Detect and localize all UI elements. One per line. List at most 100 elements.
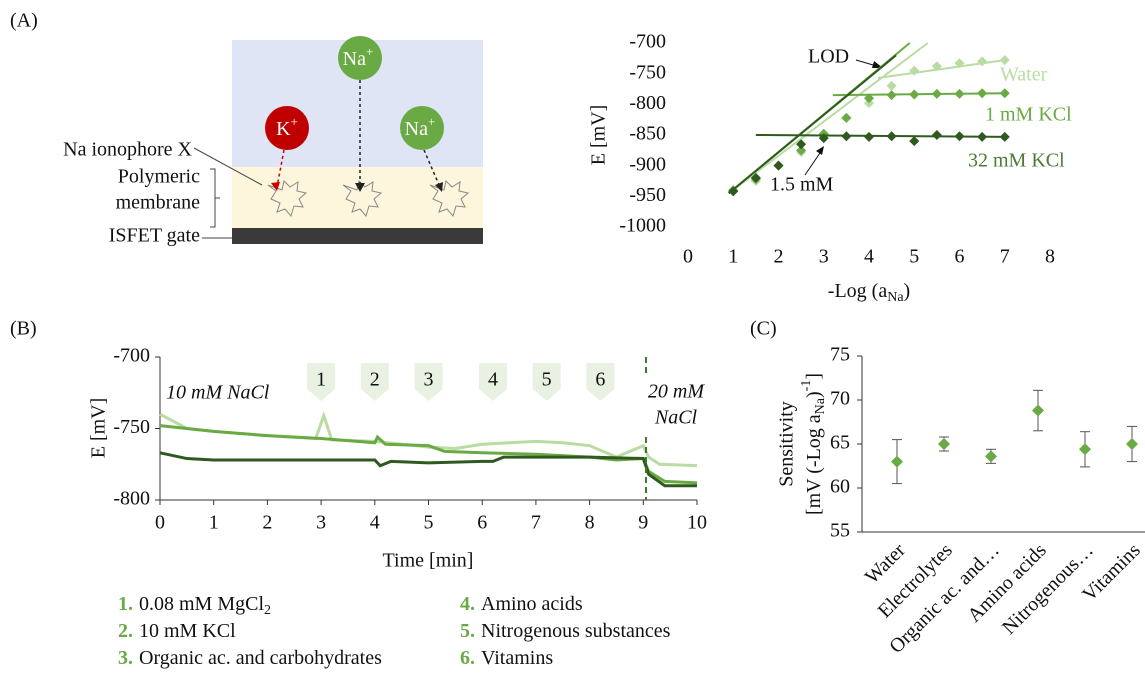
y-tick-label: -950	[629, 184, 666, 206]
y-title-sup: -1	[799, 380, 814, 392]
trend-line	[728, 42, 929, 195]
x-tick-label: 0	[155, 512, 165, 534]
y-tick-label: 55	[830, 520, 850, 542]
x-tick-label: 3	[316, 512, 326, 534]
annotation: 1.5 mM	[770, 174, 834, 196]
legend-item: 1. 0.08 mM MgCl2	[118, 593, 271, 619]
legend-number: 1.	[118, 593, 133, 615]
data-point	[977, 88, 988, 99]
x-tick-label: 5	[424, 512, 434, 534]
data-point	[909, 136, 920, 147]
legend-item: 2. 10 mM KCl	[118, 620, 236, 642]
x-tick-label: 1	[209, 512, 219, 534]
ion-charge: +	[366, 44, 373, 59]
legend-item: 4. Amino acids	[460, 593, 583, 615]
condition-label: 10 mM NaCl	[166, 382, 270, 404]
diagram-label: Polymeric	[118, 166, 200, 188]
x-tick-label: 3	[819, 246, 829, 268]
x-title-sub: Na	[887, 290, 904, 305]
leader	[193, 147, 263, 186]
x-tick-label: 8	[585, 512, 595, 534]
ion-charge: +	[291, 114, 298, 129]
x-tick-label: 4	[370, 512, 380, 534]
event-marker	[414, 363, 443, 401]
panel-label: (A)	[10, 10, 38, 32]
x-tick-label: 2	[262, 512, 272, 534]
data-point	[841, 112, 852, 123]
x-tick-label: 8	[1045, 246, 1055, 268]
x-tick-label: 6	[477, 512, 487, 534]
diagram-label: ISFET gate	[109, 225, 200, 247]
event-label: 4	[488, 369, 498, 391]
y-tick-label: -750	[629, 61, 666, 83]
y-axis-title: [mV (-Log aNa)-1]	[799, 373, 828, 515]
y-title-part: ]	[803, 373, 825, 380]
data-point	[841, 131, 852, 142]
y-tick-label: 75	[830, 344, 850, 366]
data-point	[977, 131, 988, 142]
event-label: 3	[424, 369, 434, 391]
data-point	[891, 455, 903, 468]
event-marker	[586, 363, 615, 401]
arrow	[423, 149, 441, 188]
panel-label: (B)	[10, 318, 37, 340]
arrowhead	[435, 182, 443, 192]
membrane	[232, 167, 483, 228]
x-tick-label: 2	[774, 246, 784, 268]
condition-label: NaCl	[654, 407, 698, 429]
data-point	[938, 438, 950, 450]
x-tick-label: 9	[638, 512, 648, 534]
data-point	[796, 145, 807, 156]
ion-symbol: K	[276, 118, 291, 140]
x-title-part: -Log (a	[828, 280, 888, 302]
data-point	[985, 450, 997, 463]
data-point	[954, 58, 965, 69]
bracket	[210, 168, 220, 228]
y-axis-title: Sensitivity	[776, 401, 798, 487]
data-point	[931, 61, 942, 72]
legend-text: 0.08 mM MgCl	[139, 593, 264, 615]
y-tick-label: -700	[629, 31, 666, 53]
ion-label: Na+	[405, 114, 436, 140]
event-marker	[478, 363, 507, 401]
data-point	[886, 131, 897, 142]
y-axis-title: E [mV]	[88, 398, 110, 459]
y-tick-label: 65	[830, 432, 850, 454]
legend-item: 5. Nitrogenous substances	[460, 620, 671, 642]
panel-label: (C)	[750, 318, 777, 340]
data-point	[818, 133, 829, 144]
event-label: 2	[370, 369, 380, 391]
x-tick-label: 6	[955, 246, 965, 268]
data-point	[773, 160, 784, 171]
annotation-arrow	[804, 149, 823, 176]
data-point	[796, 139, 807, 150]
x-tick-label: 0	[683, 246, 693, 268]
ion	[338, 36, 382, 80]
x-axis-title: -Log (aNa)	[828, 280, 910, 306]
y-tick-label: -900	[629, 153, 666, 175]
legend-text: Vitamins	[481, 647, 553, 669]
diagram: K+ Na+ Na+ Na ionophore X Polymeric memb…	[63, 36, 483, 247]
data-point	[977, 56, 988, 67]
data-point	[999, 131, 1010, 142]
arrowhead	[816, 146, 824, 155]
legend-number: 6.	[460, 647, 475, 669]
event-label: 6	[595, 369, 605, 391]
ion	[400, 106, 444, 150]
data-point	[1032, 404, 1044, 417]
data-point	[750, 172, 761, 183]
legend-text: Organic ac. and carbohydrates	[139, 647, 382, 669]
x-tick-label: 10	[687, 512, 707, 534]
data-point	[1079, 443, 1091, 456]
y-title-part: [mV (-Log a	[803, 414, 825, 515]
x-title-part: )	[904, 280, 911, 302]
y-tick-label: -750	[113, 416, 150, 438]
legend-number: 4.	[460, 593, 475, 615]
x-tick-label: 1	[728, 246, 738, 268]
data-point	[886, 80, 897, 91]
data-point	[909, 89, 920, 100]
legend-text: Amino acids	[481, 593, 583, 615]
ion-label: K+	[276, 114, 298, 140]
data-point	[931, 88, 942, 99]
